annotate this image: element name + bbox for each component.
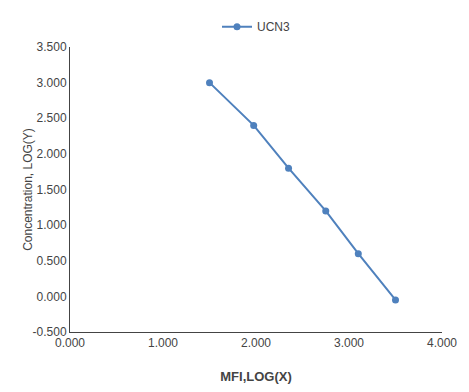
svg-text:2.000: 2.000 bbox=[241, 336, 271, 350]
svg-text:MFI,LOG(X): MFI,LOG(X) bbox=[220, 369, 292, 384]
svg-text:0.500: 0.500 bbox=[37, 254, 67, 268]
svg-text:0.000: 0.000 bbox=[37, 290, 67, 304]
svg-text:3.000: 3.000 bbox=[334, 336, 364, 350]
svg-text:0.000: 0.000 bbox=[55, 336, 85, 350]
svg-text:1.000: 1.000 bbox=[37, 218, 67, 232]
svg-text:UCN3: UCN3 bbox=[257, 20, 290, 34]
svg-text:2.500: 2.500 bbox=[37, 111, 67, 125]
svg-text:3.500: 3.500 bbox=[37, 40, 67, 54]
svg-text:3.000: 3.000 bbox=[37, 76, 67, 90]
svg-text:1.000: 1.000 bbox=[148, 336, 178, 350]
svg-text:Concentration, LOG(Y): Concentration, LOG(Y) bbox=[21, 128, 35, 251]
svg-text:-0.500: -0.500 bbox=[33, 325, 67, 339]
svg-text:4.000: 4.000 bbox=[427, 336, 457, 350]
svg-text:1.500: 1.500 bbox=[37, 183, 67, 197]
svg-text:2.000: 2.000 bbox=[37, 147, 67, 161]
